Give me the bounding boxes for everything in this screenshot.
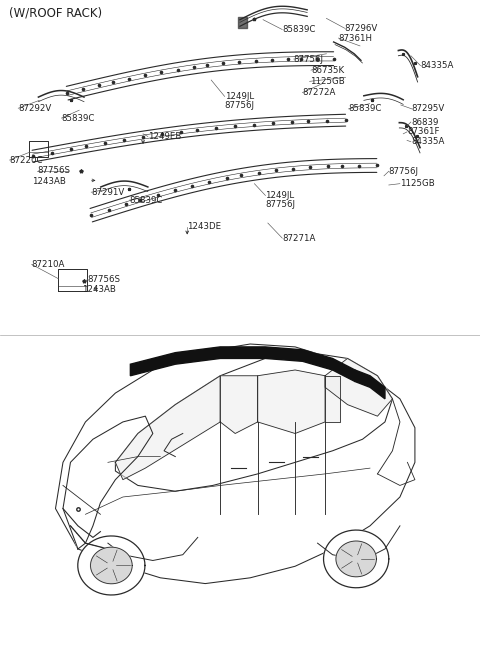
- Text: 1125GB: 1125GB: [310, 77, 344, 86]
- Text: 86735K: 86735K: [311, 66, 344, 75]
- Polygon shape: [63, 416, 153, 549]
- Polygon shape: [220, 376, 258, 434]
- Text: 87361H: 87361H: [338, 33, 372, 43]
- Text: 85839C: 85839C: [130, 195, 163, 205]
- Text: 86839: 86839: [411, 117, 438, 127]
- Polygon shape: [336, 541, 376, 577]
- Text: 87295V: 87295V: [412, 104, 445, 113]
- Text: 87756J: 87756J: [294, 54, 324, 64]
- Text: 84335A: 84335A: [411, 137, 444, 146]
- Polygon shape: [91, 547, 132, 584]
- Text: 87220C: 87220C: [10, 155, 43, 165]
- Text: 85839C: 85839C: [61, 113, 95, 123]
- Text: (W/ROOF RACK): (W/ROOF RACK): [9, 7, 102, 20]
- Polygon shape: [78, 536, 145, 595]
- Text: 1249EB: 1249EB: [148, 132, 181, 141]
- Polygon shape: [131, 347, 355, 382]
- Text: 87292V: 87292V: [18, 104, 51, 113]
- Polygon shape: [355, 370, 385, 399]
- Polygon shape: [115, 353, 393, 491]
- Text: 87271A: 87271A: [282, 234, 316, 243]
- Polygon shape: [56, 344, 415, 584]
- Polygon shape: [325, 358, 393, 416]
- Text: 1243DE: 1243DE: [187, 222, 221, 232]
- Text: 87361F: 87361F: [407, 127, 440, 136]
- Text: 1243AB: 1243AB: [32, 176, 66, 186]
- Text: 1243AB: 1243AB: [82, 285, 116, 294]
- Polygon shape: [324, 530, 389, 588]
- Polygon shape: [325, 376, 340, 422]
- Text: 1125GB: 1125GB: [400, 179, 434, 188]
- Text: 87756J: 87756J: [389, 167, 419, 176]
- Text: 87296V: 87296V: [345, 24, 378, 33]
- Text: 87272A: 87272A: [302, 88, 336, 97]
- Text: 87756J: 87756J: [265, 200, 295, 209]
- Text: 85839C: 85839C: [282, 25, 316, 34]
- Text: 87756S: 87756S: [88, 275, 121, 284]
- Polygon shape: [115, 376, 220, 480]
- Text: 1249JL: 1249JL: [225, 92, 254, 101]
- Text: 87210A: 87210A: [32, 260, 65, 269]
- Text: 87756J: 87756J: [225, 101, 254, 110]
- Text: 87291V: 87291V: [91, 188, 124, 197]
- Text: 85839C: 85839C: [348, 104, 382, 113]
- Text: 1249JL: 1249JL: [265, 191, 295, 200]
- Text: 87756S: 87756S: [37, 166, 71, 175]
- Text: 84335A: 84335A: [420, 61, 454, 70]
- Polygon shape: [258, 370, 325, 434]
